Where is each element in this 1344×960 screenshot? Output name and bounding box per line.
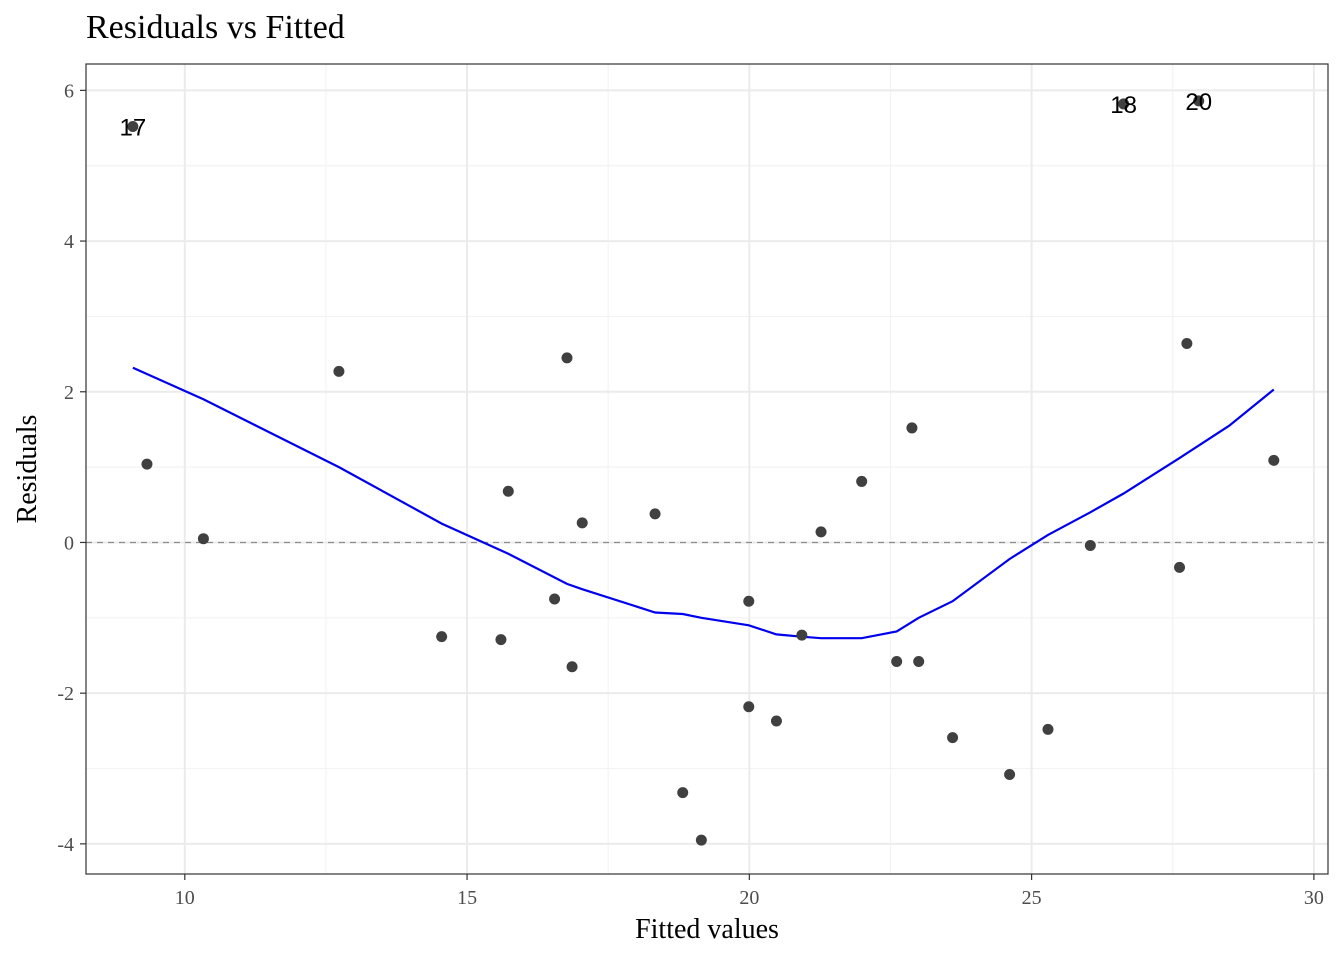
- residual-point: [649, 508, 661, 520]
- panel-border: [85, 63, 1329, 875]
- residual-point: [906, 422, 918, 434]
- residual-point: [947, 732, 959, 744]
- residual-point: [1268, 454, 1280, 466]
- residual-point: [1118, 98, 1130, 110]
- residual-point: [141, 458, 153, 470]
- outlier-label: 20: [1185, 89, 1212, 116]
- residual-point: [1084, 539, 1096, 551]
- residual-point: [891, 656, 903, 668]
- residual-point: [1174, 561, 1186, 573]
- residual-point: [549, 593, 561, 605]
- residual-point: [1181, 338, 1193, 350]
- residual-point: [743, 595, 755, 607]
- residual-point: [1004, 769, 1016, 781]
- residual-point: [743, 701, 755, 713]
- residual-point: [561, 352, 573, 364]
- y-tick-label: -2: [57, 683, 74, 705]
- residual-point: [695, 834, 707, 846]
- residual-point: [796, 629, 808, 641]
- x-tick-label: 30: [1304, 887, 1324, 909]
- residual-point: [436, 631, 448, 643]
- y-tick-label: 2: [64, 382, 74, 404]
- residual-points: [127, 95, 1280, 846]
- residual-point: [1193, 95, 1205, 107]
- residual-point: [677, 787, 689, 799]
- chart-title: Residuals vs Fitted: [86, 9, 345, 46]
- residual-point: [127, 121, 139, 133]
- x-tick-label: 25: [1022, 887, 1042, 909]
- residual-point: [913, 656, 925, 668]
- x-axis-title: Fitted values: [635, 914, 779, 945]
- y-tick-label: 4: [64, 231, 74, 253]
- residual-point: [770, 715, 782, 727]
- x-axis-ticks: 10 15 20 25 30: [175, 874, 1324, 909]
- residual-point: [856, 475, 868, 487]
- outlier-labels: 17 18 20: [120, 89, 1213, 142]
- residual-point: [815, 526, 827, 538]
- y-tick-label: -4: [57, 834, 74, 856]
- residual-point: [333, 365, 345, 377]
- x-tick-label: 20: [739, 887, 759, 909]
- residual-point: [1042, 723, 1054, 735]
- outlier-label: 17: [120, 115, 147, 142]
- outlier-label: 18: [1110, 92, 1137, 119]
- y-axis-title: Residuals: [12, 415, 43, 524]
- residual-point: [495, 634, 507, 646]
- y-axis-ticks: -4 -2 0 2 4 6: [57, 80, 86, 856]
- plot-panel: 17 18 20: [85, 63, 1329, 875]
- x-tick-label: 15: [457, 887, 477, 909]
- x-tick-label: 10: [175, 887, 195, 909]
- y-tick-label: 0: [64, 532, 74, 554]
- residual-point: [576, 517, 588, 529]
- residual-point: [566, 661, 578, 673]
- residual-point: [197, 533, 209, 545]
- residual-point: [502, 485, 514, 497]
- y-tick-label: 6: [64, 80, 74, 102]
- panel-background: [86, 64, 1328, 874]
